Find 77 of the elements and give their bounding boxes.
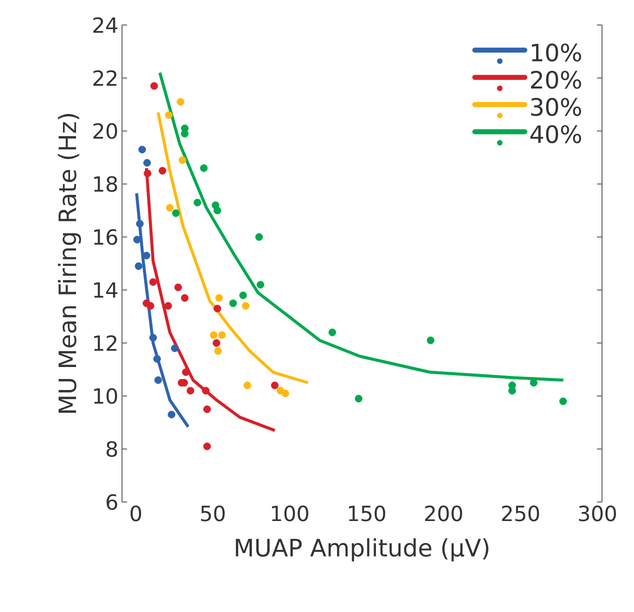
point — [164, 111, 173, 119]
point — [166, 204, 174, 212]
point — [158, 166, 166, 175]
point — [210, 331, 218, 339]
point — [154, 376, 162, 384]
y-tick-label: 12 — [94, 335, 116, 351]
y-tick-label: 22 — [93, 70, 116, 86]
legend-label: 10% — [532, 43, 582, 62]
y-tick-label: 10 — [94, 388, 118, 404]
x-tick-label: 0 — [130, 506, 142, 522]
point — [218, 331, 226, 339]
point — [354, 394, 362, 402]
point — [182, 368, 190, 376]
y-tick-label: 24 — [93, 17, 118, 33]
line-series — [144, 166, 276, 432]
point — [559, 398, 567, 406]
x-tick-label: 50 — [201, 506, 225, 522]
point — [143, 158, 151, 167]
y-tick-label: 16 — [94, 229, 118, 245]
x-tick-label: 150 — [348, 506, 386, 522]
x-tick-label: 200 — [425, 506, 462, 522]
point — [214, 304, 222, 312]
x-tick-label: 100 — [272, 506, 308, 522]
point — [214, 347, 222, 355]
y-tick-label: 20 — [93, 123, 118, 139]
point — [149, 278, 157, 286]
point — [270, 382, 279, 390]
point — [328, 328, 336, 336]
point — [194, 198, 202, 206]
point — [202, 386, 210, 394]
point — [256, 280, 264, 288]
point — [176, 98, 184, 106]
point — [172, 209, 180, 217]
point — [134, 262, 142, 270]
line-series — [156, 110, 310, 384]
point — [178, 156, 186, 164]
point — [282, 390, 290, 398]
point — [146, 302, 154, 310]
point — [170, 344, 179, 352]
point — [212, 339, 220, 347]
point — [229, 299, 237, 308]
point — [242, 302, 250, 310]
point — [174, 284, 182, 292]
point — [149, 334, 157, 342]
point — [138, 146, 146, 154]
x-axis-title: MUAP Amplitude (µV) — [236, 538, 488, 562]
y-tick-label: 6 — [106, 494, 118, 510]
y-tick-label: 14 — [94, 282, 118, 298]
legend-label: 30% — [531, 98, 582, 116]
point — [200, 164, 208, 172]
point — [164, 302, 172, 310]
point — [215, 294, 223, 302]
y-tick-label: 8 — [106, 441, 118, 457]
point — [144, 170, 152, 178]
point — [508, 386, 516, 394]
point — [153, 355, 161, 363]
point — [180, 130, 189, 138]
line-series — [135, 192, 190, 428]
legend-label: 20% — [531, 70, 582, 89]
point — [214, 206, 222, 214]
point — [239, 292, 247, 300]
point — [186, 386, 194, 394]
point — [180, 294, 189, 302]
x-tick-label: 250 — [502, 506, 540, 522]
point — [168, 410, 176, 418]
point — [255, 233, 263, 241]
point — [244, 382, 252, 390]
point — [133, 236, 141, 244]
point — [426, 336, 434, 344]
point — [203, 442, 211, 450]
x-tick-label: 300 — [579, 506, 616, 522]
point — [203, 405, 211, 414]
point — [150, 82, 158, 90]
point — [136, 220, 144, 228]
y-axis-title: MU Mean Firing Rate (Hz) — [58, 114, 82, 413]
legend-label: 40% — [530, 125, 582, 144]
y-tick-label: 18 — [94, 176, 118, 192]
